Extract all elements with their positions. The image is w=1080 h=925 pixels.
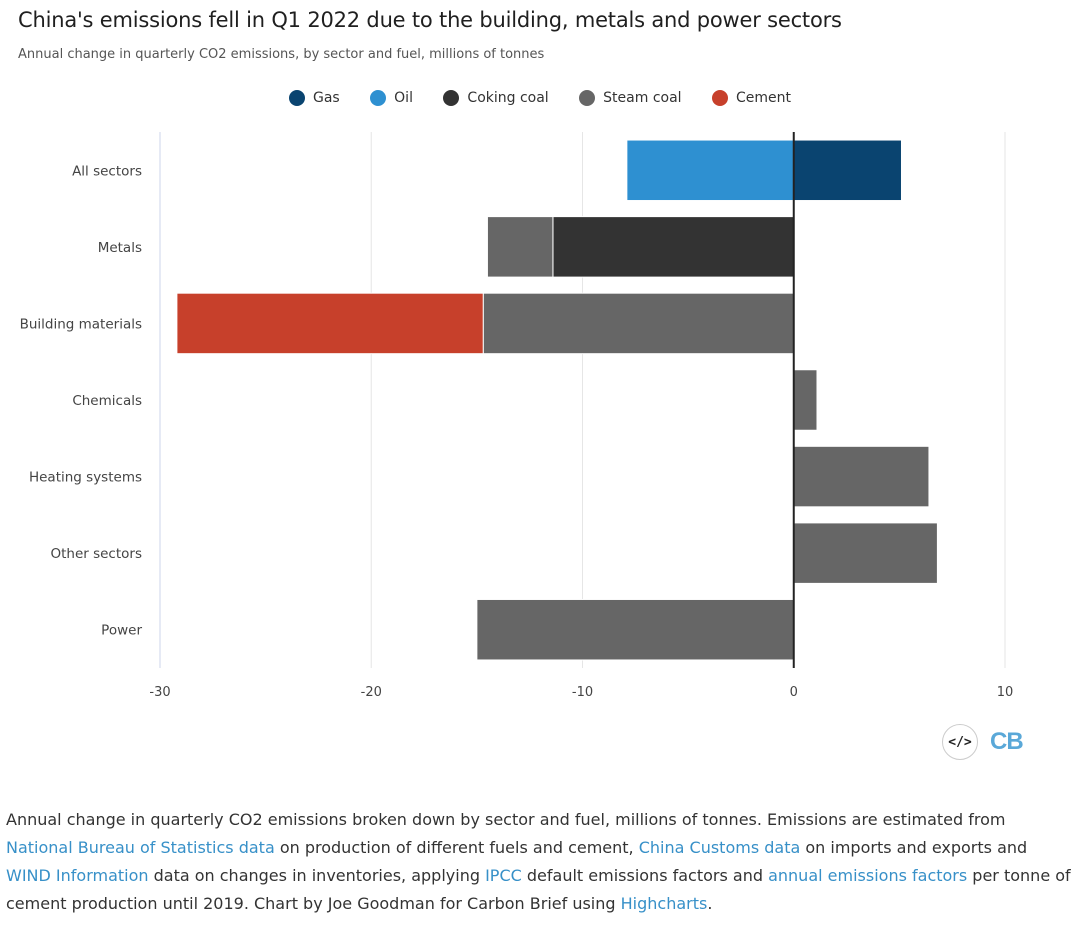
category-label: Heating systems bbox=[29, 470, 142, 486]
caption-text: Annual change in quarterly CO2 emissions… bbox=[6, 810, 1006, 829]
x-tick-label: 0 bbox=[790, 685, 798, 700]
chart-title: China's emissions fell in Q1 2022 due to… bbox=[18, 8, 842, 32]
bar-oil bbox=[626, 139, 795, 202]
category-label: Other sectors bbox=[50, 546, 142, 562]
x-tick-label: -20 bbox=[361, 685, 382, 700]
bar-steam-coal bbox=[476, 598, 795, 661]
bar-steam-coal bbox=[793, 369, 818, 431]
category-label: All sectors bbox=[72, 163, 142, 179]
legend-item-cement[interactable]: Cement bbox=[712, 90, 791, 106]
link-nbs-data[interactable]: National Bureau of Statistics data bbox=[6, 838, 275, 857]
legend-swatch-steam-coal bbox=[579, 90, 596, 106]
bar-cement bbox=[176, 292, 484, 355]
caption-text: on production of different fuels and cem… bbox=[274, 838, 639, 857]
caption-text: default emissions factors and bbox=[521, 866, 769, 885]
legend-label: Coking coal bbox=[467, 90, 549, 106]
legend-swatch-gas bbox=[288, 90, 305, 106]
category-label: Power bbox=[101, 623, 142, 639]
bar-chart: -30 -20 -10 0 10 All sectors Metals Building ma… bbox=[20, 132, 1014, 700]
legend-item-steam-coal[interactable]: Steam coal bbox=[579, 90, 682, 106]
bar-coking-coal bbox=[552, 216, 795, 278]
legend-swatch-cement bbox=[712, 90, 728, 106]
bar-steam-coal bbox=[793, 522, 938, 584]
link-china-customs[interactable]: China Customs data bbox=[638, 838, 801, 857]
legend-swatch-oil bbox=[370, 90, 387, 106]
branding: </> CB bbox=[942, 724, 1024, 760]
link-annual-emissions-factors[interactable]: annual emissions factors bbox=[768, 866, 968, 885]
legend-swatch-coking-coal bbox=[443, 90, 460, 106]
legend: Gas Oil Coking coal Steam coal Cement bbox=[0, 90, 1080, 110]
category-label: Metals bbox=[98, 240, 142, 256]
legend-label: Gas bbox=[312, 90, 340, 106]
bar-gas bbox=[793, 139, 902, 202]
x-tick-label: -30 bbox=[149, 685, 170, 700]
x-tick-label: 10 bbox=[997, 685, 1014, 700]
legend-label: Cement bbox=[736, 90, 792, 106]
caption-text: data on changes in inventories, applying bbox=[148, 866, 486, 885]
chart-subtitle: Annual change in quarterly CO2 emissions… bbox=[18, 47, 545, 62]
caption-text: . bbox=[707, 894, 713, 913]
legend-label: Oil bbox=[394, 90, 413, 106]
bar-steam-coal bbox=[793, 445, 930, 508]
legend-item-oil[interactable]: Oil bbox=[370, 90, 413, 106]
x-tick-label: -10 bbox=[572, 685, 593, 700]
chart-caption: Annual change in quarterly CO2 emissions… bbox=[6, 806, 1076, 918]
legend-item-gas[interactable]: Gas bbox=[288, 90, 340, 106]
carbon-brief-logo[interactable]: CB bbox=[990, 728, 1024, 755]
category-label: Chemicals bbox=[72, 393, 142, 409]
bar-steam-coal bbox=[482, 292, 795, 355]
legend-label: Steam coal bbox=[603, 90, 682, 106]
bar-steam-coal bbox=[486, 216, 554, 278]
link-wind-information[interactable]: WIND Information bbox=[6, 866, 149, 885]
caption-text: on imports and exports and bbox=[800, 838, 1028, 857]
caption-text: per tonne of cement production until 201… bbox=[6, 866, 1071, 913]
embed-code-icon[interactable]: </> bbox=[942, 724, 978, 760]
link-ipcc[interactable]: IPCC bbox=[485, 866, 522, 885]
legend-item-coking-coal[interactable]: Coking coal bbox=[443, 90, 549, 106]
link-highcharts[interactable]: Highcharts bbox=[620, 894, 708, 913]
category-label: Building materials bbox=[20, 316, 142, 332]
